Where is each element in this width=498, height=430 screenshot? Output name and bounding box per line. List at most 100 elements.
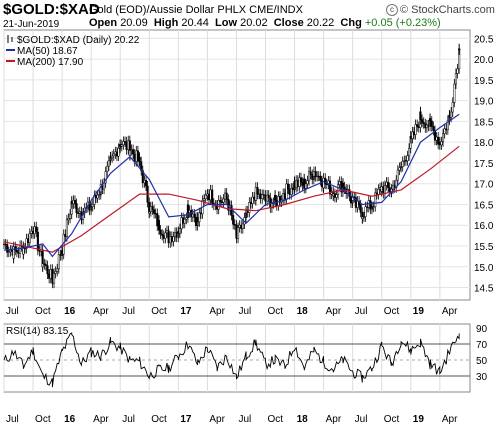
price-candle-up	[96, 194, 99, 199]
legend-candle-icon	[7, 35, 13, 43]
copyright-icon: c	[386, 4, 398, 16]
price-candle-up	[456, 68, 459, 74]
price-candle-up	[248, 202, 251, 213]
price-candle-up	[67, 218, 70, 221]
rsi-x-tick-label: Jul	[238, 414, 251, 425]
price-candle-down	[253, 196, 256, 200]
price-y-tick-label: 17.5	[474, 159, 494, 170]
price-candle-up	[308, 171, 311, 182]
price-candle-down	[193, 213, 196, 218]
price-candle-down	[416, 124, 419, 127]
rsi-x-tick-label: Jul	[355, 414, 368, 425]
price-candle-up	[90, 206, 93, 208]
price-x-tick-label: Jul	[355, 306, 368, 317]
price-candle-down	[387, 181, 390, 188]
rsi-x-tick-label: Oct	[268, 414, 284, 425]
price-candle-up	[57, 254, 60, 270]
price-candle-up	[198, 212, 201, 223]
price-y-tick-label: 15.5	[474, 242, 494, 253]
price-candle-up	[414, 124, 417, 135]
rsi-x-tick-label: Apr	[326, 414, 342, 425]
price-y-tick-label: 20.0	[474, 55, 494, 66]
price-x-tick-label: Oct	[384, 306, 400, 317]
price-candle-up	[204, 194, 207, 199]
price-y-tick-label: 16.5	[474, 200, 494, 211]
price-y-tick-label: 15.0	[474, 263, 494, 274]
price-x-tick-label: Jul	[238, 306, 251, 317]
price-candle-down	[433, 130, 437, 141]
price-candle-up	[362, 216, 366, 218]
price-candle-up	[377, 189, 380, 195]
rsi-x-tick-label: 16	[64, 414, 76, 425]
price-candle-down	[88, 201, 91, 211]
price-x-tick-label: Apr	[93, 306, 109, 317]
price-candle-up	[383, 185, 386, 194]
price-candle-down	[161, 233, 164, 236]
rsi-x-tick-label: Oct	[384, 414, 400, 425]
legend-entry: MA(50) 18.67	[17, 46, 78, 57]
price-candle-up	[304, 183, 307, 189]
rsi-x-tick-label: 18	[297, 414, 309, 425]
price-candle-up	[396, 169, 399, 181]
price-candle-up	[337, 184, 340, 195]
price-candle-up	[65, 219, 68, 238]
price-candle-down	[419, 111, 422, 120]
price-candle-up	[241, 223, 244, 229]
price-candle-up	[261, 194, 264, 199]
price-candle-down	[319, 175, 322, 181]
price-candle-up	[395, 179, 398, 189]
price-panel	[3, 29, 471, 301]
price-y-tick-label: 19.5	[474, 76, 494, 87]
price-candle-up	[306, 180, 309, 185]
price-candle-down	[211, 189, 214, 204]
price-candle-up	[411, 131, 414, 139]
price-candle-up	[178, 228, 181, 234]
price-candle-down	[359, 204, 362, 213]
chart-description: Gold (EOD)/Aussie Dollar PHLX CME/INDX	[89, 4, 303, 16]
price-candle-up	[69, 213, 72, 219]
price-x-tick-label: Oct	[151, 306, 167, 317]
price-candle-down	[44, 264, 47, 266]
close-label: Close	[273, 17, 304, 29]
price-x-tick-label: 19	[413, 306, 425, 317]
price-candle-down	[141, 170, 144, 184]
price-y-tick-label: 16.0	[474, 221, 494, 232]
price-candle-up	[107, 160, 110, 167]
price-candle-down	[132, 149, 135, 155]
price-candle-down	[458, 48, 461, 51]
price-candle-up	[335, 194, 338, 198]
price-candle-down	[43, 263, 46, 265]
rsi-x-tick-label: Oct	[151, 414, 167, 425]
legend-entry: $GOLD:$XAD (Daily) 20.22	[17, 35, 140, 46]
price-y-tick-label: 18.5	[474, 117, 494, 128]
price-candle-down	[299, 177, 303, 183]
price-candle-down	[343, 186, 346, 190]
price-candle-up	[183, 218, 186, 224]
price-candle-up	[122, 141, 125, 145]
price-candle-up	[290, 187, 293, 195]
price-candle-down	[157, 220, 161, 231]
price-candle-down	[328, 180, 332, 195]
price-x-tick-label: Apr	[442, 306, 458, 317]
price-candle-down	[232, 215, 235, 225]
ma200-line	[3, 145, 460, 253]
price-x-tick-label: 17	[180, 306, 192, 317]
price-candle-down	[138, 157, 141, 162]
price-x-tick-label: 18	[297, 306, 309, 317]
price-candle-down	[156, 213, 159, 227]
price-candle-up	[54, 271, 57, 274]
watermark: c © StockCharts.com	[386, 4, 495, 16]
price-candle-up	[185, 217, 188, 220]
price-candle-up	[164, 232, 167, 239]
price-candle-up	[408, 148, 411, 157]
price-candle-down	[432, 126, 435, 131]
price-candle-up	[148, 211, 151, 214]
price-candle-down	[35, 226, 38, 233]
rsi-y-tick-label: 30	[476, 372, 488, 383]
price-candle-up	[7, 251, 10, 253]
price-y-tick-label: 14.5	[474, 284, 494, 295]
price-candle-up	[374, 192, 377, 207]
rsi-title: RSI(14) 83.15	[6, 326, 69, 337]
legend-entry: MA(200) 17.90	[17, 57, 84, 68]
price-candle-down	[186, 204, 190, 213]
